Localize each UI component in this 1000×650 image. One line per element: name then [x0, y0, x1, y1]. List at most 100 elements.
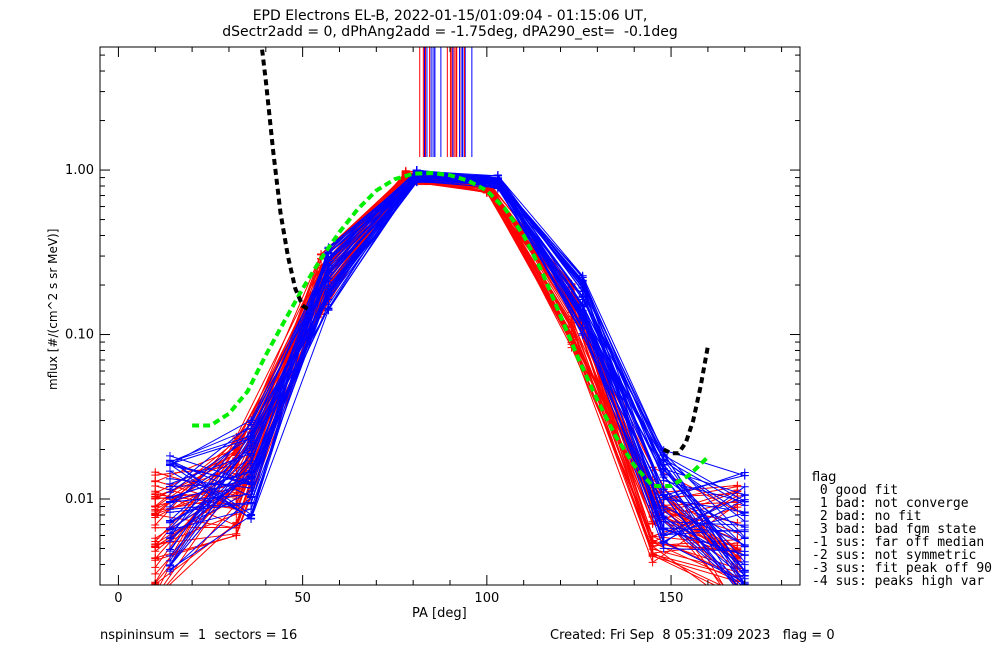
series-blue-point: [740, 471, 749, 480]
series-blue-point: [578, 315, 587, 324]
legend-item-flag-m1: -1 sus: far off median: [812, 535, 985, 550]
series-blue-point: [166, 524, 174, 533]
series-blue-point: [247, 436, 256, 445]
series-red-point: [733, 482, 742, 491]
series-blue-point: [740, 542, 749, 551]
series-red-point: [733, 592, 741, 600]
series-blue-point: [578, 287, 587, 296]
series-blue-point: [166, 505, 174, 514]
series-red-point: [648, 558, 657, 567]
series-blue-point: [740, 560, 749, 569]
series-blue-point: [659, 465, 668, 474]
series-red-point: [151, 487, 160, 496]
series-red-line: [154, 174, 738, 582]
series-blue-point: [324, 263, 333, 272]
series-blue-point: [247, 444, 256, 453]
series-blue-point: [166, 561, 174, 570]
footer-right: Created: Fri Sep 8 05:31:09 2023 flag = …: [550, 628, 835, 643]
series-red-point: [151, 594, 159, 602]
legend-item-flag-m4: -4 sus: peaks high var: [812, 574, 985, 589]
series-red-line: [155, 171, 737, 585]
series-red-point: [151, 542, 160, 551]
series-blue-point: [166, 493, 174, 502]
fit-curve-black-left: [260, 49, 312, 313]
series-red-point: [648, 550, 657, 559]
series-blue-point: [741, 593, 749, 601]
series-blue-point: [247, 456, 256, 465]
series-red-point: [733, 605, 741, 613]
fit-curve-black-right: [662, 345, 710, 456]
series-red-point: [648, 520, 657, 529]
series-blue-point: [324, 274, 333, 283]
legend-item-flag-2: 2 bad: no fit: [812, 509, 922, 524]
series-blue-point: [247, 424, 256, 433]
y-tick-label: 1.00: [65, 163, 94, 178]
legend-item-flag-0: 0 good fit: [812, 483, 899, 498]
series-blue-point: [578, 302, 587, 311]
series-blue-point: [166, 482, 174, 491]
data-layer: [151, 47, 749, 613]
series-blue-point: [412, 176, 421, 185]
series-blue-point: [741, 595, 749, 603]
series-blue-point: [493, 176, 502, 185]
legend-item-flag-m3: -3 sus: fit peak off 90: [812, 561, 993, 576]
series-red-point: [733, 603, 741, 611]
series-blue-point: [324, 304, 333, 313]
series-blue-point: [166, 547, 174, 556]
legend-item-flag-1: 1 bad: not converge: [812, 496, 969, 511]
y-tick-label: 0.10: [65, 328, 94, 343]
series-blue-line: [169, 172, 745, 537]
series-red-point: [733, 597, 741, 605]
series-red-line: [155, 180, 738, 577]
series-blue-point: [741, 587, 749, 595]
y-axis-label: mflux [#/(cm^2 s sr MeV)]: [46, 228, 60, 390]
series-red-point: [151, 595, 159, 603]
x-tick-label: 0: [114, 591, 122, 606]
series-blue-point: [166, 474, 174, 483]
series-red-point: [151, 494, 160, 503]
series-blue-line: [169, 179, 745, 542]
series-red-point: [648, 539, 657, 548]
series-blue-point: [166, 537, 174, 546]
series-red-point: [733, 589, 741, 597]
x-tick-label: 50: [294, 591, 311, 606]
series-blue-point: [659, 476, 668, 485]
x-axis-label: PA [deg]: [412, 606, 467, 621]
series-blue-point: [740, 508, 749, 517]
series-blue-line: [169, 181, 745, 583]
series-blue-point: [247, 514, 256, 523]
series-blue-line: [169, 173, 746, 585]
series-red-line: [154, 178, 738, 584]
series-blue-point: [741, 592, 749, 600]
series-blue-point: [659, 513, 668, 522]
series-blue-point: [659, 539, 668, 548]
series-blue-line: [169, 175, 737, 585]
series-blue-point: [659, 450, 668, 459]
series-red-point: [151, 510, 160, 519]
series-blue-point: [740, 497, 749, 506]
series-blue-point: [247, 479, 256, 488]
series-blue-point: [578, 331, 587, 340]
series-red-point: [151, 563, 160, 572]
legend-item-flag-m2: -2 sus: not symmetric: [812, 548, 977, 563]
series-red-point: [151, 553, 160, 562]
series-blue-line: [169, 169, 745, 567]
series-blue-point: [493, 183, 502, 192]
series-red-point: [151, 534, 160, 543]
chart-title-line1: EPD Electrons EL-B, 2022-01-15/01:09:04 …: [252, 8, 648, 24]
axis-layer: 0 50 100 150 0.01 0.10 1.00: [65, 47, 800, 606]
chart-title-line2: dSectr2add = 0, dPhAng2add = -1.75deg, d…: [222, 24, 678, 40]
y-tick-label: 0.01: [65, 492, 94, 507]
series-red-point: [151, 523, 160, 532]
series-red-line: [168, 174, 738, 585]
series-blue-point: [740, 534, 749, 543]
series-blue-point: [324, 290, 333, 299]
fit-curve-green: [192, 170, 710, 488]
series-red-point: [151, 590, 159, 598]
x-tick-label: 150: [659, 591, 684, 606]
series-red-point: [733, 605, 741, 613]
series-blue-point: [166, 460, 174, 469]
series-red-point: [151, 593, 159, 601]
series-red-point: [151, 468, 160, 477]
